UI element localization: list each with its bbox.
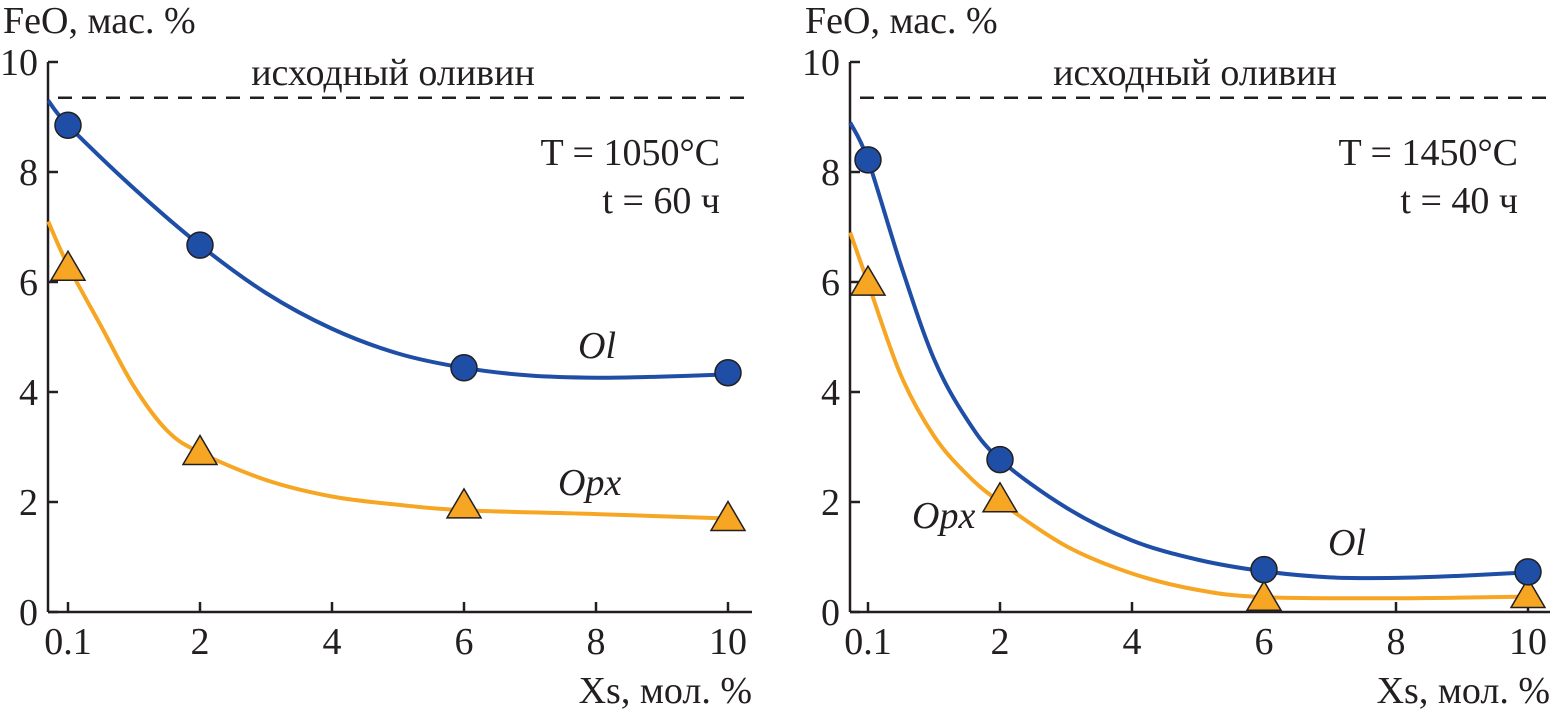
y-tick-label: 8 — [821, 152, 840, 194]
reference-line-label: исходный оливин — [251, 52, 535, 94]
series-label-opx: Opx — [558, 462, 621, 504]
y-tick-label: 0 — [821, 592, 840, 634]
x-tick-label: 0.1 — [44, 621, 92, 663]
data-point-ol — [986, 445, 1014, 474]
y-tick-label: 2 — [821, 482, 840, 524]
y-axis-label: FeO, мас. % — [805, 0, 998, 42]
data-point-opx — [709, 500, 747, 532]
data-point-ol — [1514, 558, 1542, 586]
series-label-opx: Opx — [912, 495, 975, 537]
y-tick-label: 4 — [19, 372, 38, 414]
x-tick-label: 6 — [1255, 621, 1274, 663]
x-tick-label: 6 — [455, 621, 474, 663]
y-tick-label: 10 — [0, 42, 38, 84]
x-tick-label: 10 — [1509, 621, 1547, 663]
fit-curve-ol — [848, 121, 1529, 581]
data-point-opx — [49, 249, 87, 281]
fit-curve-opx — [46, 220, 729, 521]
data-point-opx — [1245, 579, 1283, 611]
y-tick-label: 6 — [19, 262, 38, 304]
time-annotation: t = 60 ч — [602, 180, 720, 222]
y-axis-label: FeO, мас. % — [3, 0, 196, 42]
y-tick-label: 6 — [821, 262, 840, 304]
x-tick-label: 0.1 — [844, 621, 892, 663]
data-point-opx — [1509, 577, 1547, 609]
y-tick-label: 8 — [19, 152, 38, 194]
fit-curve-ol — [46, 99, 729, 380]
fit-curve-opx — [848, 231, 1529, 601]
x-tick-label: 4 — [1123, 621, 1142, 663]
data-point-opx — [849, 264, 887, 296]
x-tick-label: 2 — [991, 621, 1010, 663]
x-axis-label: Xs, мол. % — [1377, 670, 1550, 712]
series-label-ol: Ol — [578, 325, 616, 367]
data-point-opx — [981, 481, 1019, 513]
x-tick-label: 10 — [709, 621, 747, 663]
data-point-ol — [186, 231, 214, 259]
reference-line-label: исходный оливин — [1053, 52, 1337, 94]
y-tick-label: 10 — [802, 42, 840, 84]
temperature-annotation: T = 1050°C — [541, 132, 721, 174]
data-point-ol — [854, 146, 882, 174]
data-point-ol — [714, 359, 742, 387]
data-point-opx — [181, 434, 219, 466]
data-point-ol — [450, 354, 478, 382]
y-tick-label: 4 — [821, 372, 840, 414]
x-tick-label: 8 — [587, 621, 606, 663]
y-tick-label: 2 — [19, 482, 38, 524]
x-tick-label: 4 — [323, 621, 342, 663]
series-label-ol: Ol — [1328, 522, 1366, 564]
x-tick-label: 8 — [1387, 621, 1406, 663]
data-point-ol — [1250, 555, 1278, 584]
data-point-opx — [445, 487, 483, 519]
y-tick-label: 0 — [19, 592, 38, 634]
temperature-annotation: T = 1450°C — [1339, 132, 1519, 174]
x-tick-label: 2 — [191, 621, 210, 663]
time-annotation: t = 40 ч — [1400, 180, 1518, 222]
x-axis-label: Xs, мол. % — [579, 670, 752, 712]
data-point-ol — [54, 111, 82, 139]
